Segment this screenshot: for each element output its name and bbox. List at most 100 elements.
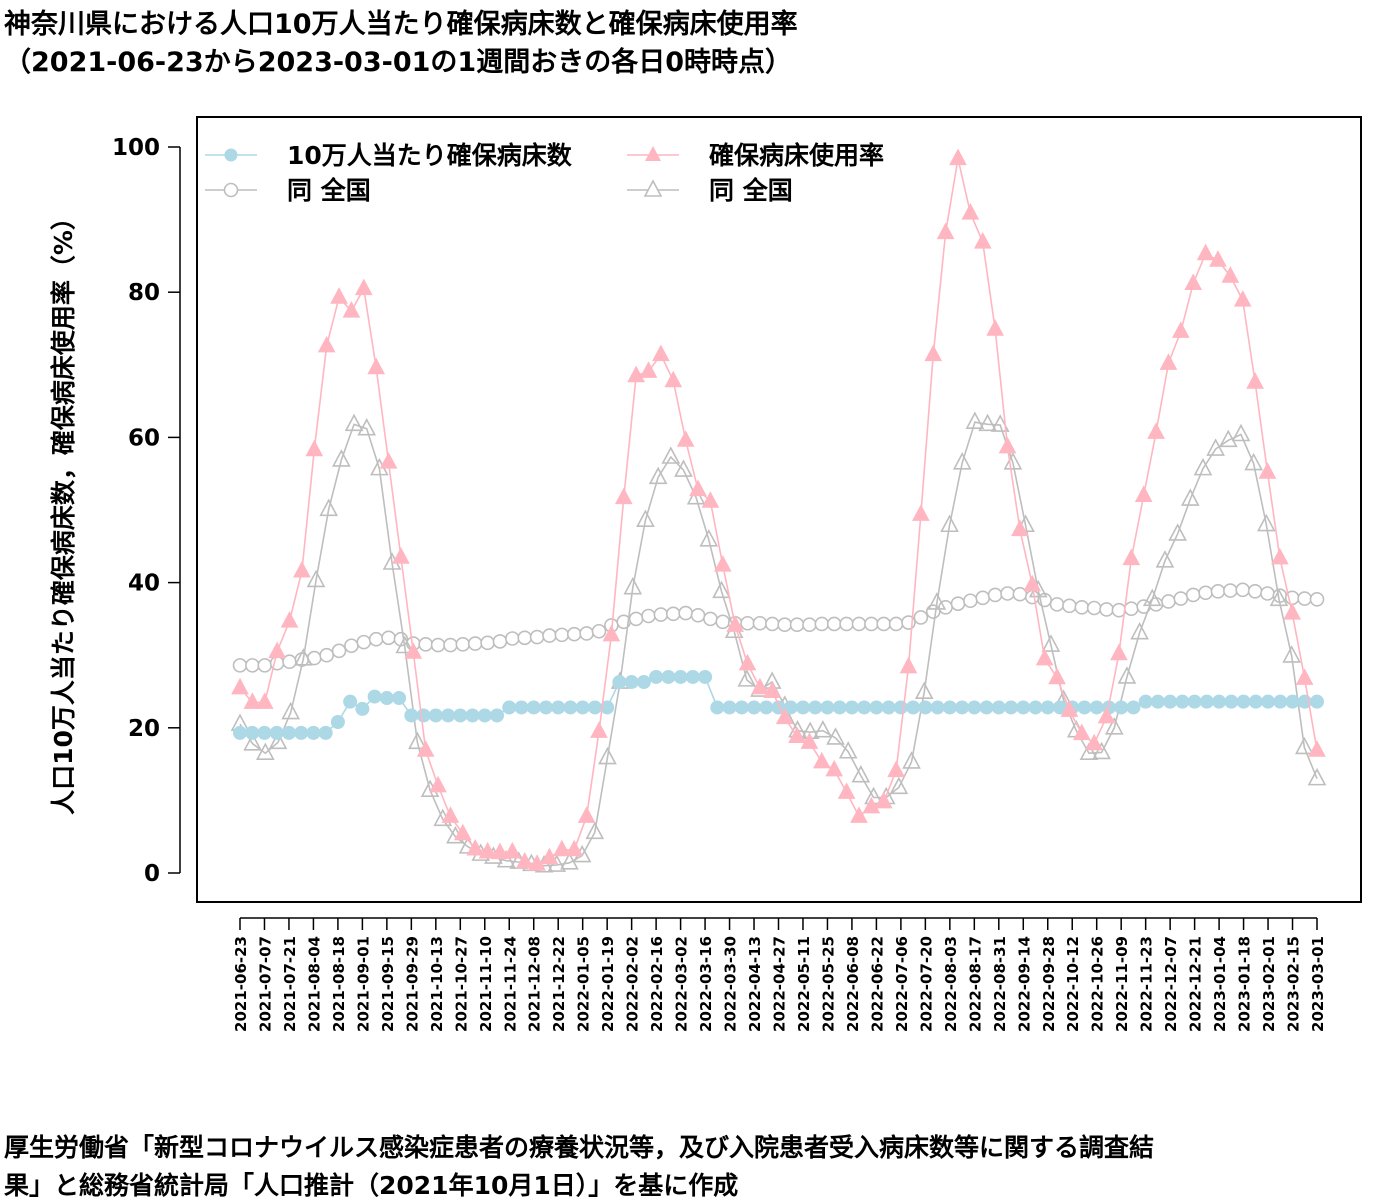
data-point <box>950 596 966 611</box>
data-point <box>1173 591 1189 606</box>
data-point <box>330 714 345 729</box>
data-point <box>1072 723 1091 741</box>
data-point <box>553 839 571 857</box>
legend-item: 確保病床使用率 <box>627 141 884 170</box>
legend-label: 同 全国 <box>709 176 793 205</box>
data-point <box>674 459 693 477</box>
legend-label: 同 全国 <box>287 176 371 205</box>
data-point <box>517 630 533 646</box>
data-point <box>1224 694 1239 709</box>
data-point <box>1218 429 1238 448</box>
data-point <box>1199 694 1214 709</box>
data-point <box>813 720 833 738</box>
data-point <box>955 700 970 715</box>
x-tick-label: 2022-03-02 <box>673 936 691 1032</box>
x-tick-label: 2021-09-15 <box>379 936 397 1032</box>
data-point <box>1233 290 1252 307</box>
data-point <box>788 726 806 744</box>
data-point <box>306 569 326 588</box>
data-point <box>344 638 359 654</box>
data-point <box>243 692 262 709</box>
data-point <box>812 751 831 769</box>
data-point <box>1035 648 1054 666</box>
data-point <box>429 775 447 793</box>
data-point <box>652 344 670 362</box>
data-point <box>927 592 947 610</box>
data-point <box>881 700 896 715</box>
data-point <box>940 514 959 533</box>
data-point <box>357 417 377 436</box>
data-point <box>1258 462 1277 479</box>
x-tick-label: 2022-11-23 <box>1138 936 1156 1032</box>
x-tick-label: 2022-03-16 <box>697 936 715 1032</box>
data-point <box>1099 602 1114 617</box>
data-point <box>1185 587 1201 603</box>
x-tick-label: 2022-01-19 <box>599 936 617 1032</box>
legend-item: 10万人当たり確保病床数 <box>205 141 573 170</box>
data-point <box>851 765 871 783</box>
data-point <box>765 616 780 632</box>
data-point <box>1283 603 1302 620</box>
x-tick-label: 2022-10-12 <box>1064 936 1082 1032</box>
data-point <box>906 700 921 715</box>
data-point <box>318 725 333 740</box>
data-point <box>777 617 792 633</box>
data-point <box>942 700 957 715</box>
x-tick-label: 2021-11-10 <box>477 936 495 1032</box>
x-axis: 2021-06-23 2021-07-07 2021-07-21 2021-08-04… <box>232 917 1327 1032</box>
data-point <box>1171 321 1190 338</box>
data-point <box>1147 422 1165 439</box>
data-point <box>1308 740 1326 757</box>
x-tick-label: 2023-02-15 <box>1285 936 1303 1032</box>
data-point <box>503 841 522 859</box>
data-point <box>814 616 830 632</box>
data-point <box>1089 700 1104 715</box>
data-point <box>869 700 884 715</box>
data-point <box>441 806 460 823</box>
data-point <box>888 616 904 632</box>
data-point <box>1198 585 1213 601</box>
data-point <box>802 617 817 633</box>
data-point <box>1092 741 1111 760</box>
series-0 <box>233 669 1324 740</box>
legend-marker <box>223 182 239 198</box>
data-point <box>331 643 347 659</box>
data-point <box>967 700 982 715</box>
data-point <box>585 821 605 840</box>
data-point <box>514 700 529 715</box>
data-point <box>418 637 433 652</box>
data-point <box>600 700 615 715</box>
legend-label: 確保病床使用率 <box>709 141 884 170</box>
data-point <box>752 615 768 631</box>
data-point <box>918 700 933 715</box>
data-point <box>231 677 249 695</box>
data-point <box>1110 643 1128 661</box>
data-point <box>577 806 596 823</box>
data-point <box>480 635 495 651</box>
data-point <box>1248 694 1263 709</box>
series-line <box>239 158 1318 866</box>
y-tick-label: 100 <box>112 135 160 161</box>
data-point <box>1004 700 1019 715</box>
legend-marker <box>645 146 661 161</box>
series-layer <box>230 148 1327 873</box>
data-point <box>690 607 706 623</box>
data-point <box>566 626 582 642</box>
x-tick-label: 2022-09-28 <box>1040 936 1058 1032</box>
data-point <box>294 648 313 666</box>
x-tick-label: 2022-04-13 <box>746 936 764 1032</box>
data-point <box>1247 584 1263 599</box>
data-point <box>491 842 509 860</box>
data-point <box>636 509 655 527</box>
data-point <box>1040 700 1055 715</box>
legend-marker <box>224 148 238 162</box>
data-point <box>899 656 918 674</box>
data-point <box>492 634 508 649</box>
data-point <box>542 628 557 643</box>
data-point <box>1212 694 1227 709</box>
x-tick-label: 2022-03-30 <box>722 936 740 1032</box>
data-point <box>1028 700 1043 715</box>
data-point <box>1130 621 1149 640</box>
data-point <box>722 700 737 715</box>
y-tick-label: 0 <box>144 861 160 887</box>
